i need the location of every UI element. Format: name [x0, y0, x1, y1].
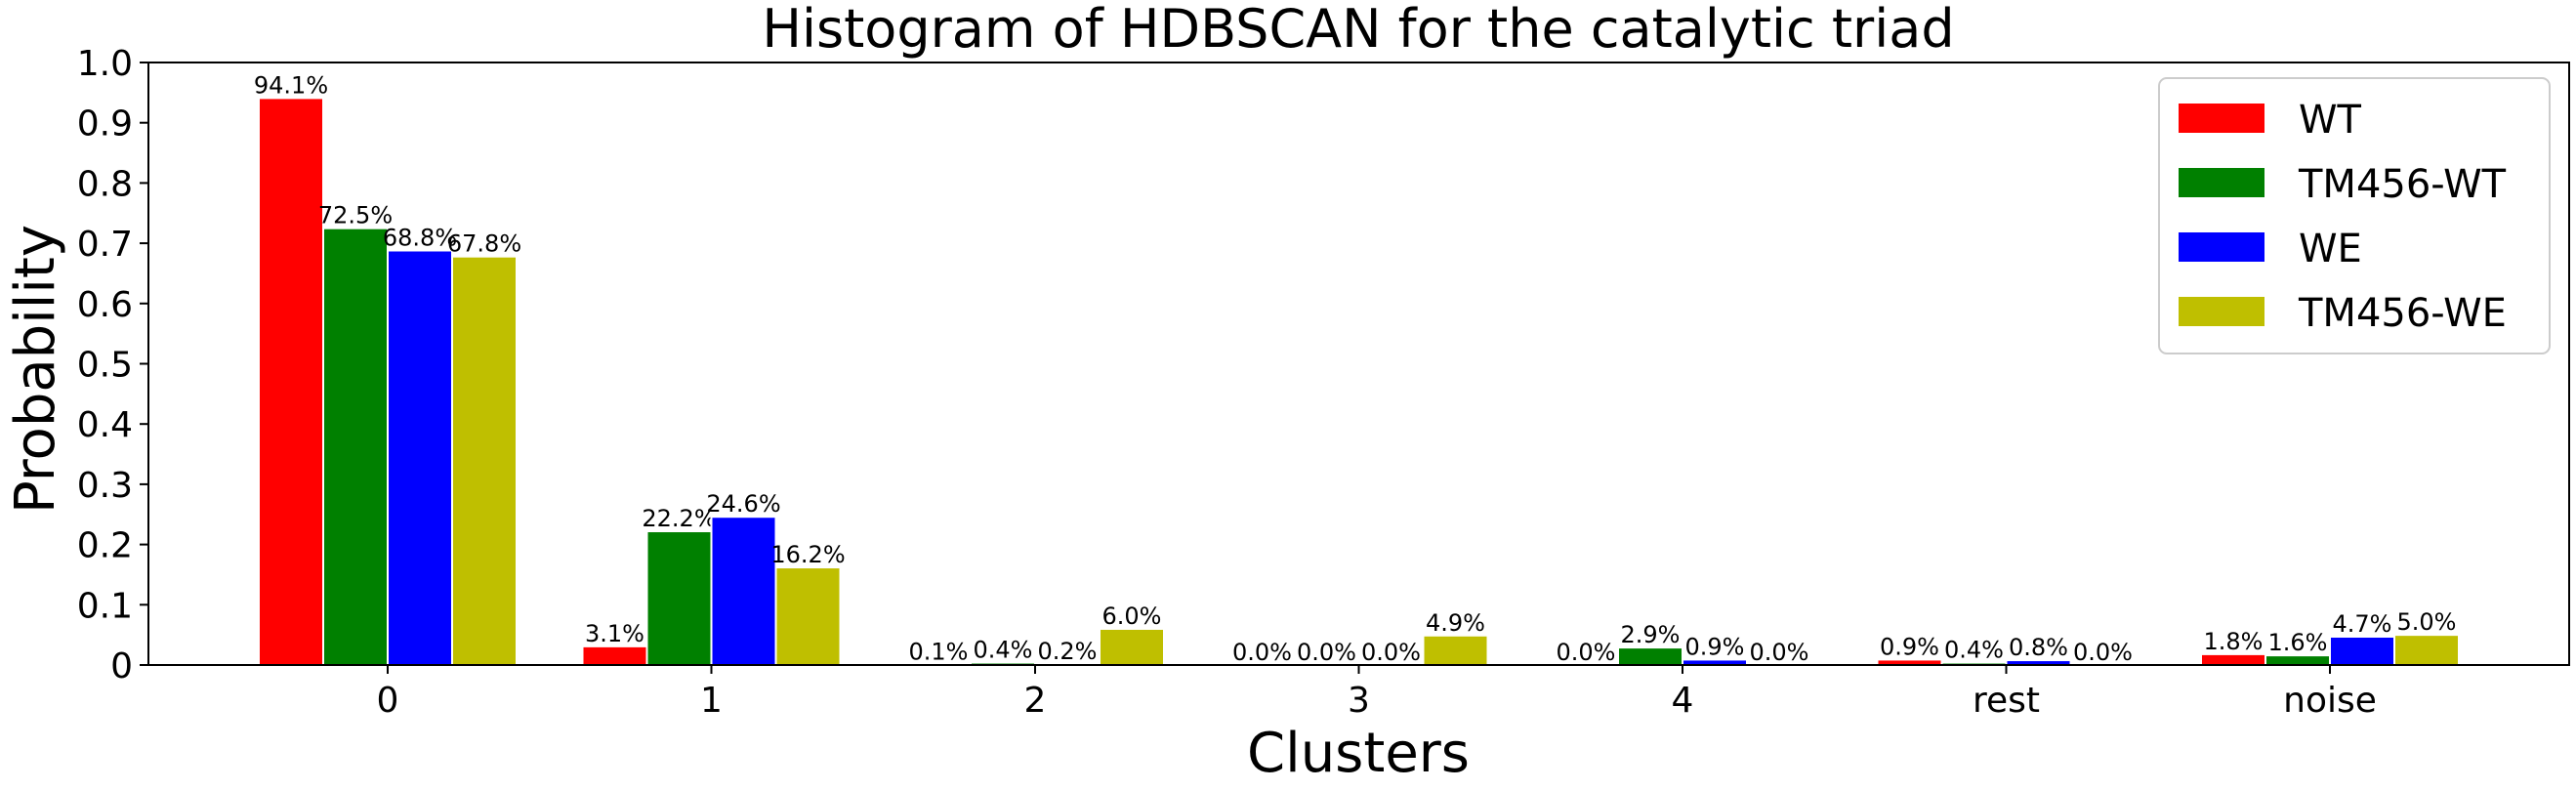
x-tick-label: 4 — [1672, 681, 1694, 721]
bar-tm456-we-2 — [1099, 627, 1165, 666]
data-label-tm456-we-0: 67.8% — [447, 230, 521, 258]
legend-swatch-tm456-wt — [2179, 168, 2264, 197]
y-tick-label: 0.4 — [77, 405, 133, 445]
y-tick-label: 0.9 — [77, 104, 133, 145]
data-label-we-1: 24.6% — [706, 490, 780, 518]
data-label-tm456-wt-rest: 0.4% — [1944, 637, 2004, 664]
data-label-tm456-wt-0: 72.5% — [318, 202, 393, 229]
bar-tm456-we-1 — [774, 566, 842, 667]
bar-we-0 — [387, 249, 453, 666]
bar-wt-noise — [2200, 652, 2266, 666]
bar-tm456-we-noise — [2393, 634, 2460, 667]
bar-wt-1 — [581, 644, 648, 666]
data-label-wt-noise: 1.8% — [2204, 628, 2264, 655]
legend-label-tm456-we: TM456-WE — [2298, 291, 2507, 336]
legend-swatch-we — [2179, 232, 2264, 262]
data-label-wt-rest: 0.9% — [1880, 633, 1939, 660]
data-label-wt-2: 0.1% — [909, 638, 969, 665]
bar-tm456-we-0 — [451, 255, 518, 666]
data-label-tm456-we-1: 16.2% — [770, 541, 845, 568]
data-label-tm456-we-rest: 0.0% — [2073, 639, 2133, 666]
y-axis-label: Probability — [4, 225, 67, 514]
x-axis-label: Clusters — [1247, 722, 1470, 785]
data-label-tm456-wt-2: 0.4% — [974, 637, 1033, 664]
legend-label-wt: WT — [2299, 98, 2362, 143]
legend-label-we: WE — [2299, 227, 2362, 271]
x-tick-label: 2 — [1024, 681, 1047, 721]
axes-layer: 0 0.1 0.2 0.3 0.4 0.5 0.6 0.7 0.8 0.9 1.0 0 1 2 3 4 rest… — [77, 44, 2570, 721]
data-label-wt-4: 0.0% — [1557, 639, 1616, 666]
y-tick-label: 0.5 — [77, 346, 133, 386]
x-tick-label: noise — [2283, 681, 2377, 721]
y-tick-label: 1.0 — [77, 44, 133, 84]
y-tick-label: 0.1 — [77, 586, 133, 626]
x-tick-label: rest — [1973, 681, 2040, 721]
chart-title: Histogram of HDBSCAN for the catalytic t… — [762, 0, 1954, 60]
x-tick-label: 3 — [1348, 681, 1370, 721]
data-label-tm456-we-4: 0.0% — [1750, 639, 1809, 666]
y-tick-label: 0 — [110, 646, 133, 686]
bar-tm456-wt-0 — [322, 227, 389, 667]
data-label-we-0: 68.8% — [383, 225, 457, 252]
legend-swatch-tm456-we — [2179, 297, 2264, 326]
data-label-wt-3: 0.0% — [1232, 639, 1292, 666]
data-label-tm456-we-noise: 5.0% — [2397, 608, 2457, 636]
legend-swatch-wt — [2179, 104, 2264, 133]
data-label-tm456-wt-noise: 1.6% — [2268, 629, 2328, 656]
y-tick-label: 0.2 — [77, 526, 133, 566]
x-tick-label: 1 — [700, 681, 723, 721]
legend: WT TM456-WT WE TM456-WE — [2158, 77, 2551, 354]
bar-tm456-wt-noise — [2264, 654, 2331, 666]
bar-tm456-wt-4 — [1617, 646, 1683, 666]
data-label-wt-0: 94.1% — [254, 71, 328, 99]
bar-tm456-wt-1 — [645, 530, 713, 666]
bar-we-1 — [710, 516, 777, 667]
data-label-we-noise: 4.7% — [2333, 610, 2392, 638]
data-label-tm456-wt-1: 22.2% — [642, 505, 716, 532]
data-label-wt-1: 3.1% — [585, 620, 644, 647]
data-label-tm456-wt-4: 2.9% — [1621, 621, 1681, 648]
data-label-we-rest: 0.8% — [2009, 634, 2068, 661]
y-tick-label: 0.3 — [77, 466, 133, 506]
x-tick-label: 0 — [377, 681, 399, 721]
data-label-tm456-wt-3: 0.0% — [1297, 639, 1356, 666]
data-label-we-3: 0.0% — [1361, 639, 1421, 666]
y-tick-label: 0.7 — [77, 225, 133, 265]
data-label-tm456-we-2: 6.0% — [1102, 603, 1162, 630]
data-label-we-2: 0.2% — [1038, 638, 1098, 665]
data-label-tm456-we-3: 4.9% — [1426, 609, 1485, 637]
data-label-we-4: 0.9% — [1685, 633, 1745, 660]
bar-wt-0 — [258, 97, 324, 666]
bar-tm456-we-3 — [1422, 634, 1489, 667]
y-tick-label: 0.8 — [77, 164, 133, 204]
bar-we-noise — [2329, 636, 2395, 666]
y-tick-label: 0.6 — [77, 285, 133, 325]
legend-box — [2158, 77, 2551, 354]
legend-label-tm456-wt: TM456-WT — [2298, 162, 2507, 207]
bars-layer: 94.1%3.1%0.1% 0.0% 0.0% 0.9% 1.8%72.5%22.2%0… — [254, 71, 2460, 667]
